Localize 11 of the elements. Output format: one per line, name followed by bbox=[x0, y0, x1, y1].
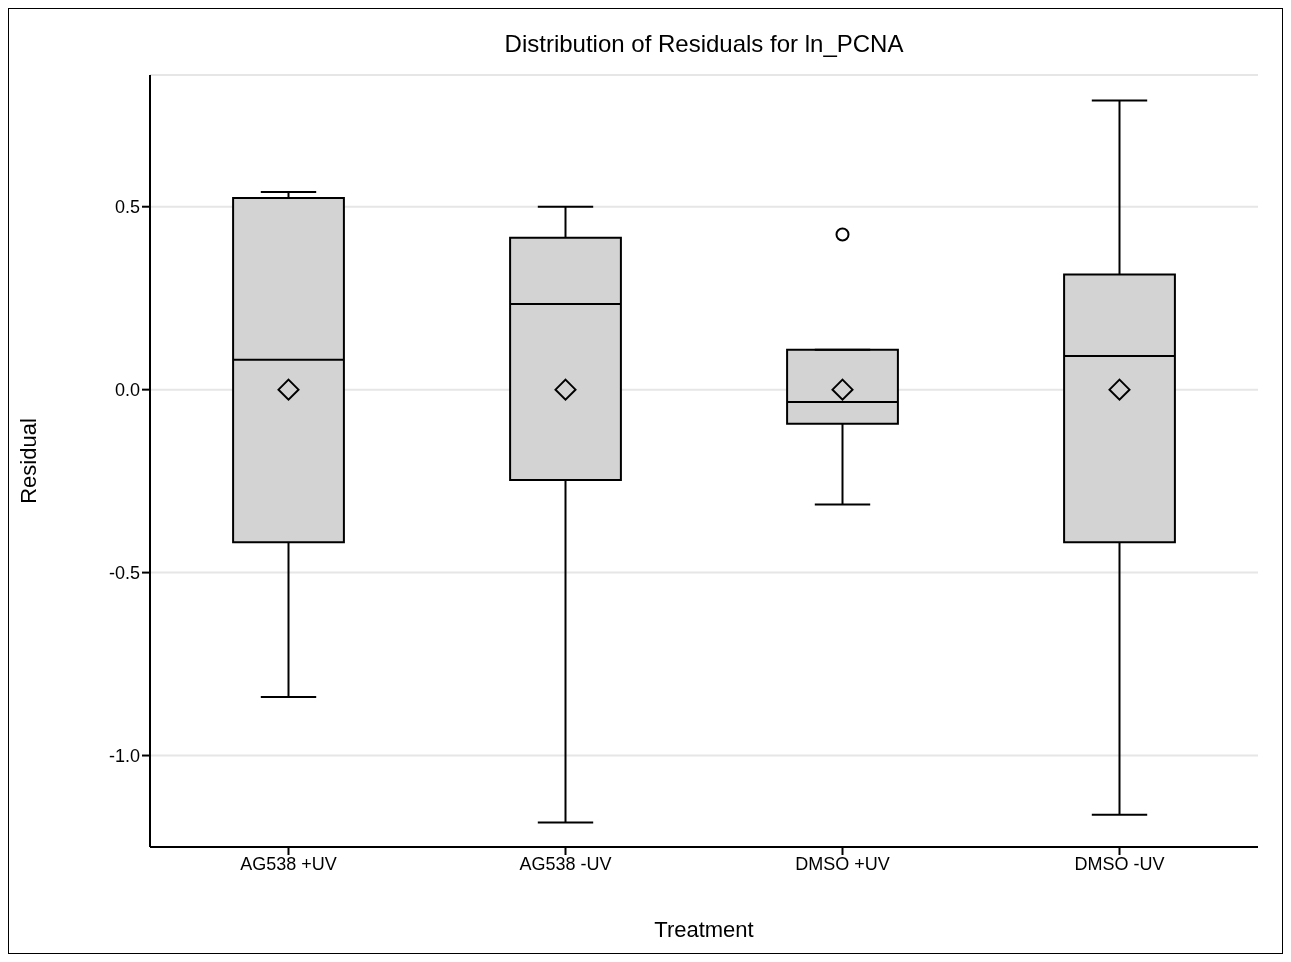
x-tick-label: DMSO -UV bbox=[1074, 853, 1165, 874]
x-tick-label: DMSO +UV bbox=[795, 853, 890, 874]
y-tick-label: 0.0 bbox=[114, 380, 140, 401]
y-axis-title: Residual bbox=[15, 418, 41, 504]
y-tick-label: -0.5 bbox=[108, 562, 140, 583]
x-tick-label: AG538 +UV bbox=[240, 853, 337, 874]
y-tick-label: 0.5 bbox=[114, 197, 140, 218]
x-tick-label: AG538 -UV bbox=[519, 853, 612, 874]
x-axis-title: Treatment bbox=[654, 917, 754, 942]
y-tick-label: -1.0 bbox=[108, 745, 140, 766]
chart-title: Distribution of Residuals for ln_PCNA bbox=[503, 30, 905, 58]
